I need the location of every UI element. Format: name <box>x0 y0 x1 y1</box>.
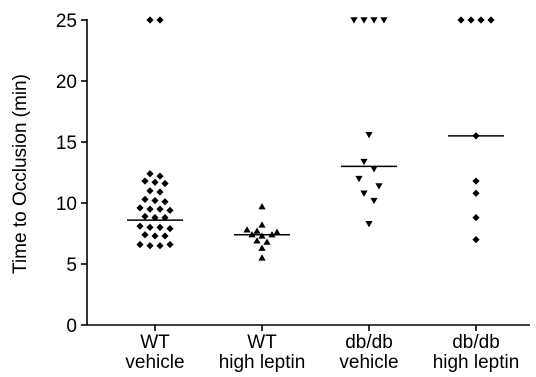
data-point <box>472 236 480 244</box>
y-tick-label: 10 <box>56 194 77 215</box>
data-point <box>472 189 480 197</box>
data-point <box>472 214 480 222</box>
data-point <box>487 16 495 24</box>
data-point <box>151 178 159 186</box>
data-point <box>146 187 154 195</box>
data-point <box>166 240 174 249</box>
data-point <box>166 206 174 214</box>
data-point <box>258 232 266 239</box>
data-point <box>375 183 383 190</box>
data-point <box>156 205 164 213</box>
data-point <box>472 177 480 185</box>
data-point <box>258 254 266 261</box>
data-point <box>151 196 159 205</box>
x-category-label: vehicle <box>125 352 184 373</box>
data-point <box>243 226 251 233</box>
data-point <box>161 179 169 188</box>
data-point <box>156 188 164 196</box>
data-point <box>273 228 281 235</box>
data-point <box>253 237 261 244</box>
y-tick-label: 25 <box>56 11 77 32</box>
y-tick-label: 20 <box>56 72 77 93</box>
data-point <box>146 223 154 231</box>
data-point <box>146 205 154 213</box>
data-point <box>268 231 276 238</box>
y-tick-label: 15 <box>56 133 77 154</box>
x-category-label: WT <box>140 332 170 353</box>
y-tick-label: 5 <box>66 255 77 276</box>
data-point <box>360 158 368 166</box>
x-category-label: db/db <box>345 332 393 353</box>
x-category-label: high leptin <box>433 352 520 373</box>
data-point <box>365 131 373 139</box>
data-point <box>166 225 174 233</box>
data-point <box>457 16 465 24</box>
data-point <box>156 223 164 231</box>
x-category-label: vehicle <box>339 352 398 373</box>
data-point <box>360 17 368 24</box>
data-point <box>248 231 256 238</box>
data-point <box>472 132 480 140</box>
x-category-label: WT <box>247 332 277 353</box>
y-axis-title: Time to Occlusion (min) <box>10 74 31 274</box>
data-point <box>161 232 169 240</box>
data-point <box>156 242 164 250</box>
data-point <box>151 214 159 222</box>
data-point <box>355 175 363 183</box>
x-category-label: db/db <box>452 332 500 353</box>
data-point <box>370 166 378 173</box>
data-point <box>146 242 154 250</box>
data-point <box>146 170 154 178</box>
y-tick-label: 0 <box>66 316 77 337</box>
data-point <box>350 17 358 24</box>
data-point <box>258 244 266 251</box>
data-point <box>146 16 154 24</box>
data-point <box>151 232 159 240</box>
data-point <box>161 214 169 222</box>
data-point <box>136 204 144 212</box>
data-point <box>263 238 271 245</box>
data-point <box>156 172 164 180</box>
data-point <box>136 240 144 249</box>
data-point <box>365 221 373 228</box>
data-point <box>136 222 144 230</box>
data-point <box>370 197 378 205</box>
data-point <box>141 195 149 203</box>
data-point <box>141 212 149 221</box>
data-point <box>477 16 485 24</box>
x-category-label: high leptin <box>219 352 306 373</box>
data-point <box>258 221 266 228</box>
data-point <box>156 16 164 24</box>
data-point <box>258 203 266 210</box>
data-point <box>141 231 149 239</box>
data-point <box>253 227 261 234</box>
data-point <box>141 177 149 185</box>
data-point <box>360 190 368 197</box>
data-point <box>370 17 378 24</box>
data-point <box>161 198 169 206</box>
data-point <box>380 17 388 24</box>
data-point <box>467 16 475 24</box>
